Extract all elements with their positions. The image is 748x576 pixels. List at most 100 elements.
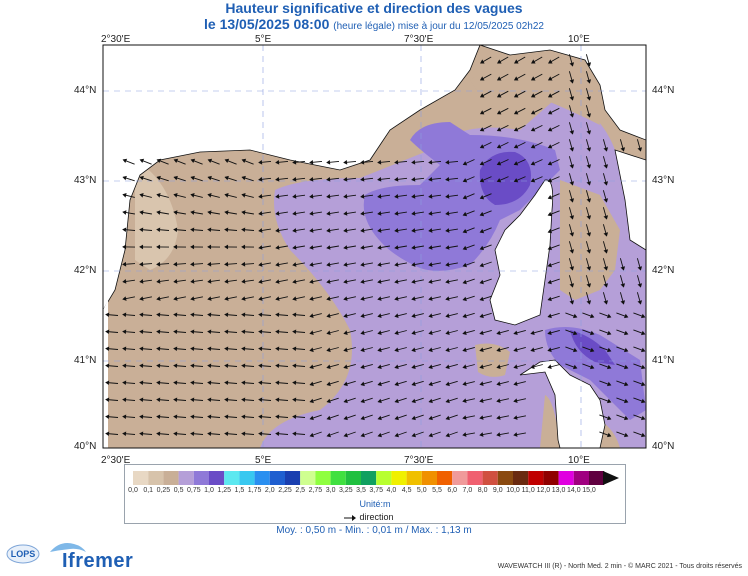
direction-arrow-head xyxy=(445,159,450,165)
direction-arrow-head xyxy=(105,380,110,386)
direction-arrow-head xyxy=(275,397,280,403)
direction-arrow-head xyxy=(462,313,467,319)
direction-arrow-head xyxy=(462,194,468,200)
direction-arrow-head xyxy=(569,283,575,288)
land-corsica xyxy=(489,179,554,326)
direction-arrow-head xyxy=(224,397,229,403)
direction-arrow-head xyxy=(173,380,178,386)
direction-arrow-head xyxy=(139,227,144,233)
direction-arrow-head xyxy=(586,198,592,203)
direction-arrow-head xyxy=(360,159,365,165)
direction-arrow-head xyxy=(606,347,612,353)
direction-arrow-head xyxy=(428,330,433,335)
legend-label: 3,75 xyxy=(369,487,383,494)
direction-arrow-head xyxy=(513,144,519,149)
direction-arrow-head xyxy=(207,210,212,215)
legend-label: 5,0 xyxy=(416,487,427,494)
direction-arrow-head xyxy=(428,245,433,250)
direction-arrow-head xyxy=(139,296,144,301)
direction-arrow-head xyxy=(224,380,229,386)
direction-arrow-head xyxy=(547,76,553,81)
direction-arrow-head xyxy=(241,210,246,215)
direction-arrow-head xyxy=(462,178,468,183)
legend-swatch xyxy=(178,471,194,485)
direction-arrow-head xyxy=(360,176,365,182)
direction-arrow-head xyxy=(394,262,399,267)
direction-arrow-head xyxy=(445,245,450,250)
legend-swatch xyxy=(497,471,513,485)
direction-arrow-head xyxy=(569,130,575,135)
direction-arrow-head xyxy=(326,228,331,233)
direction-arrow-head xyxy=(513,347,518,353)
direction-arrow-head xyxy=(207,431,212,437)
direction-arrow-head xyxy=(445,398,450,404)
arrow-icon xyxy=(344,514,356,521)
direction-arrow-head xyxy=(343,176,348,182)
direction-arrow-head xyxy=(241,175,246,181)
direction-arrow-head xyxy=(377,194,382,199)
direction-arrow-head xyxy=(258,414,263,420)
legend-unit: Unité:m xyxy=(359,499,391,509)
legend-swatch xyxy=(482,471,498,485)
direction-arrow-head xyxy=(496,178,502,183)
direction-arrow-head xyxy=(445,279,450,284)
direction-arrow-head xyxy=(173,227,178,233)
direction-arrow-head xyxy=(569,62,575,67)
direction-arrow-head xyxy=(224,279,229,284)
direction-arrow-head xyxy=(309,245,314,250)
direction-arrow-head xyxy=(173,210,178,215)
direction-arrow-head xyxy=(309,364,314,370)
direction-arrow-head xyxy=(637,300,643,305)
direction-arrow-head xyxy=(569,79,575,84)
direction-arrow-head xyxy=(623,330,629,336)
direction-arrow-head xyxy=(241,279,246,284)
direction-arrow-head xyxy=(530,93,536,98)
direction-arrow-head xyxy=(241,346,246,352)
legend-swatch xyxy=(391,471,407,485)
legend-swatch xyxy=(345,471,361,485)
legend-label: 0,0 xyxy=(128,487,138,494)
legend-label: 2,75 xyxy=(308,487,323,494)
direction-arrow-head xyxy=(547,245,553,251)
direction-arrow-head xyxy=(637,283,643,288)
direction-arrow-head xyxy=(258,262,263,267)
legend-swatch xyxy=(513,471,529,485)
direction-arrow-head xyxy=(190,193,195,198)
land-italy-north xyxy=(479,45,646,141)
legend-label: 0,1 xyxy=(143,487,154,494)
direction-arrow-head xyxy=(309,176,314,182)
direction-arrow-head xyxy=(241,397,246,403)
lat-label-left-5: 40°N xyxy=(74,441,97,452)
direction-arrow-head xyxy=(586,249,592,254)
legend-arrow-icon xyxy=(603,471,619,485)
legend-swatch xyxy=(163,471,179,485)
lon-label-bottom-2: 5°E xyxy=(255,455,272,466)
direction-arrow-head xyxy=(343,432,348,438)
direction-arrow-head xyxy=(207,380,212,386)
direction-arrow-head xyxy=(445,381,450,387)
direction-arrow-head xyxy=(241,363,246,369)
direction-arrow-head xyxy=(360,432,365,438)
ifremer-logo: Ifremer xyxy=(62,550,134,572)
lat-label-right-2: 43°N xyxy=(652,175,675,186)
direction-arrow-head xyxy=(258,397,263,403)
direction-arrow-head xyxy=(326,194,331,199)
direction-arrow-head xyxy=(462,279,467,285)
direction-arrow-head xyxy=(411,313,416,318)
direction-arrow-head xyxy=(462,347,467,353)
direction-arrow-head xyxy=(479,347,484,353)
direction-arrow-head xyxy=(496,398,501,403)
direction-arrow-head xyxy=(156,227,161,233)
direction-arrow-head xyxy=(343,211,348,216)
direction-arrow-head xyxy=(258,329,263,335)
direction-arrow-head xyxy=(241,227,246,233)
lops-logo: LOPS xyxy=(6,544,40,564)
direction-arrow-head xyxy=(569,198,575,203)
direction-arrows xyxy=(105,54,646,438)
direction-arrow-head xyxy=(411,432,416,438)
direction-arrow-head xyxy=(548,59,553,64)
legend-swatch xyxy=(543,471,559,485)
direction-arrow-head xyxy=(547,262,552,268)
direction-arrow-head xyxy=(411,279,416,284)
direction-arrow-head xyxy=(496,415,501,420)
